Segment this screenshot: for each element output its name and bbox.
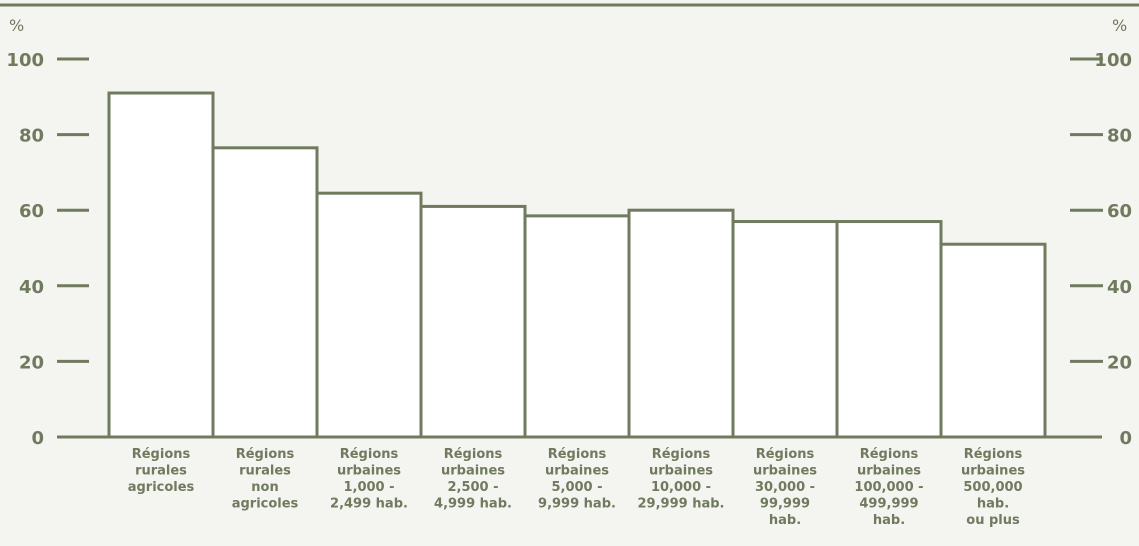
bar xyxy=(523,214,631,439)
y-unit-label-left: % xyxy=(9,16,24,35)
category-label-line: Régions xyxy=(340,447,399,462)
category-label: Régions urbaines 2,500 - 4,999 hab. xyxy=(434,447,512,512)
category-label-line: Régions xyxy=(964,447,1023,462)
category-label-line: 500,000 xyxy=(963,480,1022,495)
y-tick-label-right: 0 xyxy=(1119,428,1132,449)
bar xyxy=(835,220,943,439)
bar xyxy=(315,191,423,439)
category-label-line: 4,999 hab. xyxy=(434,497,512,512)
category-label: Régions urbaines 5,000 - 9,999 hab. xyxy=(538,447,616,512)
category-label-line: 10,000 - xyxy=(651,480,711,495)
category-label-line: 2,499 hab. xyxy=(330,497,408,512)
y-tick-label-left: 100 xyxy=(6,50,44,71)
y-tick-label-left: 80 xyxy=(19,126,44,147)
category-label: Régions urbaines 30,000 - 99,999 hab. xyxy=(753,447,817,528)
category-label-line: 2,500 - xyxy=(447,480,498,495)
category-label: Régions rurales non agricoles xyxy=(232,447,299,512)
category-label-line: urbaines xyxy=(441,464,505,479)
category-label: Régions urbaines 1,000 - 2,499 hab. xyxy=(330,447,408,512)
category-label-line: urbaines xyxy=(337,464,401,479)
y-tick-label-right: 100 xyxy=(1094,50,1132,71)
category-label: Régions rurales agricoles xyxy=(128,447,195,495)
y-tick-label-right: 60 xyxy=(1107,201,1132,222)
category-label-line: hab. xyxy=(769,513,801,528)
category-label-line: urbaines xyxy=(649,464,713,479)
bar xyxy=(939,242,1047,439)
y-tick-label-left: 20 xyxy=(19,352,44,373)
bar xyxy=(627,208,735,439)
category-label-line: Régions xyxy=(548,447,607,462)
category-label-line: 99,999 xyxy=(760,497,810,512)
category-label-line: agricoles xyxy=(232,497,299,512)
category-label-line: 29,999 hab. xyxy=(638,497,725,512)
y-tick-label-right: 40 xyxy=(1107,277,1132,298)
category-label-line: urbaines xyxy=(857,464,921,479)
category-label-line: rurales xyxy=(239,464,291,479)
y-tick-label-left: 0 xyxy=(31,428,44,449)
category-label: Régions urbaines 10,000 - 29,999 hab. xyxy=(638,447,725,512)
category-label-line: urbaines xyxy=(961,464,1025,479)
bar xyxy=(731,220,839,439)
category-label-line: 499,999 xyxy=(859,497,918,512)
category-label-line: Régions xyxy=(132,447,191,462)
category-label-line: non xyxy=(251,480,278,495)
category-label: Régions urbaines 100,000 - 499,999 hab. xyxy=(854,447,923,528)
category-label-line: 9,999 hab. xyxy=(538,497,616,512)
category-label-line: Régions xyxy=(652,447,711,462)
category-label-line: urbaines xyxy=(753,464,817,479)
category-label-line: urbaines xyxy=(545,464,609,479)
category-label-line: rurales xyxy=(135,464,187,479)
category-label-line: 30,000 - xyxy=(755,480,815,495)
y-unit-label-right: % xyxy=(1112,16,1127,35)
category-label-line: Régions xyxy=(236,447,295,462)
bar xyxy=(211,146,319,439)
category-label-line: agricoles xyxy=(128,480,195,495)
bar xyxy=(107,91,215,439)
category-label-line: 100,000 - xyxy=(854,480,923,495)
y-tick-label-left: 40 xyxy=(19,277,44,298)
category-label-line: hab. xyxy=(977,497,1009,512)
category-label-line: Régions xyxy=(860,447,919,462)
category-label-line: ou plus xyxy=(966,513,1020,528)
category-label-line: hab. xyxy=(873,513,905,528)
category-label-line: Régions xyxy=(444,447,503,462)
category-label-line: 5,000 - xyxy=(551,480,602,495)
bars xyxy=(107,91,1047,439)
y-tick-label-right: 20 xyxy=(1107,352,1132,373)
y-axis-ticks: 0 0 20 20 40 40 60 60 80 80 100 100 xyxy=(6,50,1132,449)
y-tick-label-right: 80 xyxy=(1107,126,1132,147)
y-tick-label-left: 60 xyxy=(19,201,44,222)
bar xyxy=(419,204,527,439)
category-label-line: Régions xyxy=(756,447,815,462)
category-label: Régions urbaines 500,000 hab. ou plus xyxy=(961,447,1025,528)
category-label-line: 1,000 - xyxy=(343,480,394,495)
